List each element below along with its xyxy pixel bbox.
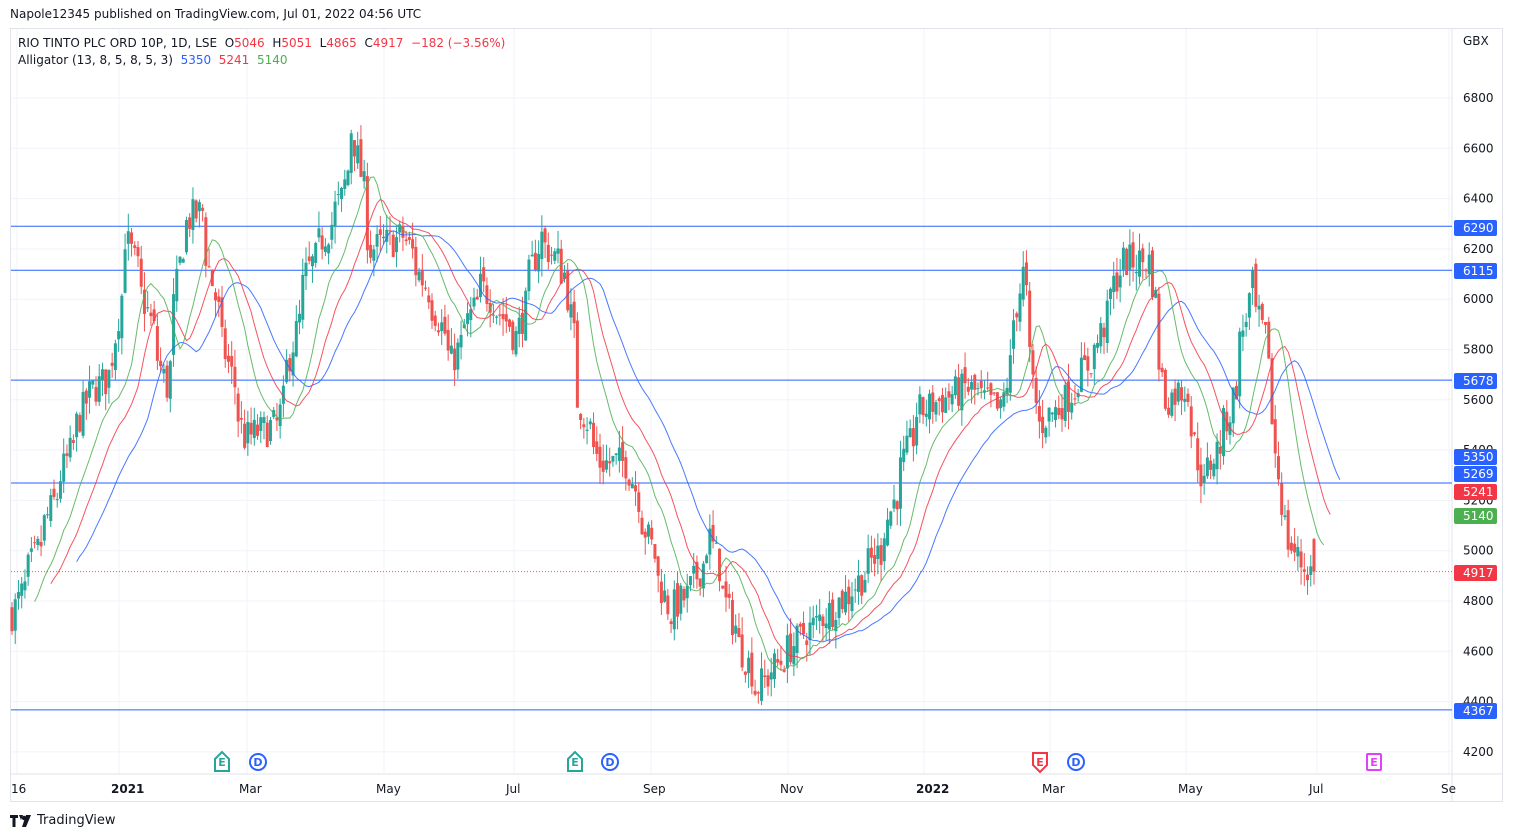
svg-text:5350: 5350: [1463, 450, 1494, 464]
svg-text:D: D: [605, 756, 614, 769]
event-earnings-past-icon[interactable]: E: [214, 750, 230, 772]
svg-text:Sep: Sep: [643, 782, 666, 796]
svg-text:16: 16: [11, 782, 26, 796]
svg-text:May: May: [376, 782, 401, 796]
svg-text:4917: 4917: [1463, 566, 1494, 580]
svg-text:5241: 5241: [1463, 485, 1494, 499]
grid-lines: [11, 29, 1503, 802]
event-earnings-upcoming-icon[interactable]: E: [1366, 753, 1382, 771]
svg-text:Mar: Mar: [1042, 782, 1065, 796]
svg-text:6800: 6800: [1463, 91, 1494, 105]
svg-text:4800: 4800: [1463, 594, 1494, 608]
svg-text:D: D: [253, 756, 262, 769]
svg-text:Mar: Mar: [239, 782, 262, 796]
svg-text:Jul: Jul: [1308, 782, 1323, 796]
event-dividend-icon[interactable]: D: [249, 753, 267, 771]
svg-text:6000: 6000: [1463, 292, 1494, 306]
svg-text:5800: 5800: [1463, 343, 1494, 357]
tradingview-logo-icon: [10, 814, 31, 827]
brand-name: TradingView: [37, 813, 116, 828]
event-dividend-icon[interactable]: D: [1067, 753, 1085, 771]
svg-text:6115: 6115: [1463, 264, 1494, 278]
svg-text:May: May: [1178, 782, 1203, 796]
time-axis[interactable]: 16 2021 Mar May Jul Sep Nov 2022 Mar May Jul Se: [11, 782, 1456, 796]
svg-text:Nov: Nov: [780, 782, 803, 796]
svg-text:Se: Se: [1441, 782, 1456, 796]
svg-text:5000: 5000: [1463, 544, 1494, 558]
teeth-value: 5241: [218, 53, 250, 67]
indicator-title[interactable]: Alligator (13, 8, 5, 8, 5, 3): [18, 53, 173, 67]
publisher-line: Napole12345 published on TradingView.com…: [10, 7, 422, 21]
svg-text:Jul: Jul: [505, 782, 520, 796]
svg-text:E: E: [218, 756, 226, 769]
svg-text:GBX: GBX: [1463, 34, 1489, 48]
svg-text:4200: 4200: [1463, 745, 1494, 759]
change-value: −182 (−3.56%): [411, 36, 506, 50]
svg-text:5269: 5269: [1463, 467, 1494, 481]
svg-text:E: E: [571, 756, 579, 769]
svg-text:5140: 5140: [1463, 509, 1494, 523]
svg-text:6200: 6200: [1463, 242, 1494, 256]
event-earnings-miss-icon[interactable]: E: [1032, 752, 1048, 774]
svg-text:E: E: [1036, 756, 1044, 769]
symbol-title[interactable]: RIO TINTO PLC ORD 10P, 1D, LSE: [18, 36, 218, 50]
svg-text:6290: 6290: [1463, 221, 1494, 235]
horizontal-levels[interactable]: [11, 225, 1452, 711]
svg-text:6600: 6600: [1463, 141, 1494, 155]
indicator-row: Alligator (13, 8, 5, 8, 5, 3) 5350 5241 …: [18, 52, 505, 69]
svg-text:5678: 5678: [1463, 374, 1494, 388]
event-earnings-past-icon[interactable]: E: [567, 750, 583, 772]
svg-text:4600: 4600: [1463, 644, 1494, 658]
symbol-row: RIO TINTO PLC ORD 10P, 1D, LSE O5046 H50…: [18, 36, 506, 50]
chart-legend: RIO TINTO PLC ORD 10P, 1D, LSE O5046 H50…: [18, 35, 505, 69]
svg-text:2022: 2022: [916, 782, 949, 796]
svg-text:6400: 6400: [1463, 192, 1494, 206]
event-dividend-icon[interactable]: D: [601, 753, 619, 771]
svg-text:4367: 4367: [1463, 704, 1494, 718]
close-value: 4917: [372, 36, 404, 50]
svg-text:2021: 2021: [111, 782, 144, 796]
low-value: 4865: [326, 36, 357, 50]
open-value: 5046: [234, 36, 265, 50]
chart-frame: [10, 28, 1503, 802]
price-axis[interactable]: GBX6800660064006200600058005600540052005…: [1454, 34, 1497, 759]
svg-text:D: D: [1071, 756, 1080, 769]
svg-text:E: E: [1370, 756, 1378, 769]
tradingview-logo[interactable]: TradingView: [10, 813, 116, 828]
high-value: 5051: [281, 36, 312, 50]
candles: [10, 125, 1316, 706]
jaw-value: 5350: [180, 53, 212, 67]
alligator-indicator: [34, 176, 1341, 671]
lips-value: 5140: [256, 53, 288, 67]
svg-text:5600: 5600: [1463, 393, 1494, 407]
